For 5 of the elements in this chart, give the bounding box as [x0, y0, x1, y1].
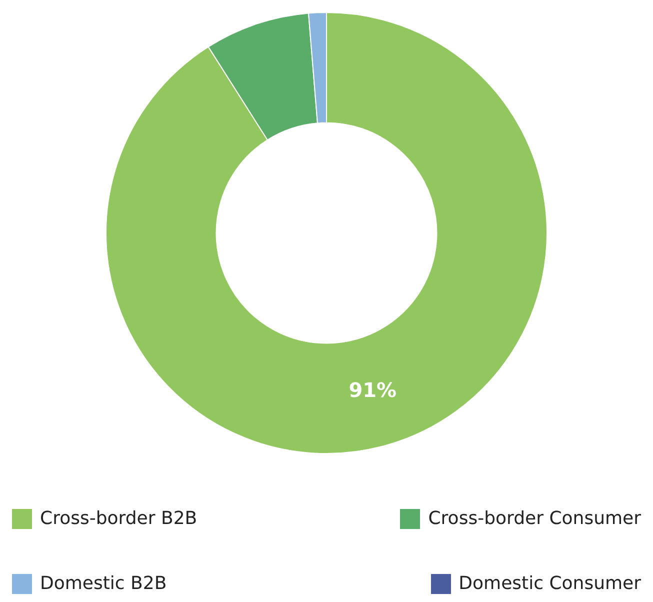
legend-label: Domestic B2B	[40, 573, 167, 594]
legend-label: Cross-border B2B	[40, 508, 198, 529]
legend-label: Cross-border Consumer	[428, 508, 641, 529]
data-label: 91%	[348, 378, 397, 402]
legend-label: Domestic Consumer	[458, 573, 641, 594]
